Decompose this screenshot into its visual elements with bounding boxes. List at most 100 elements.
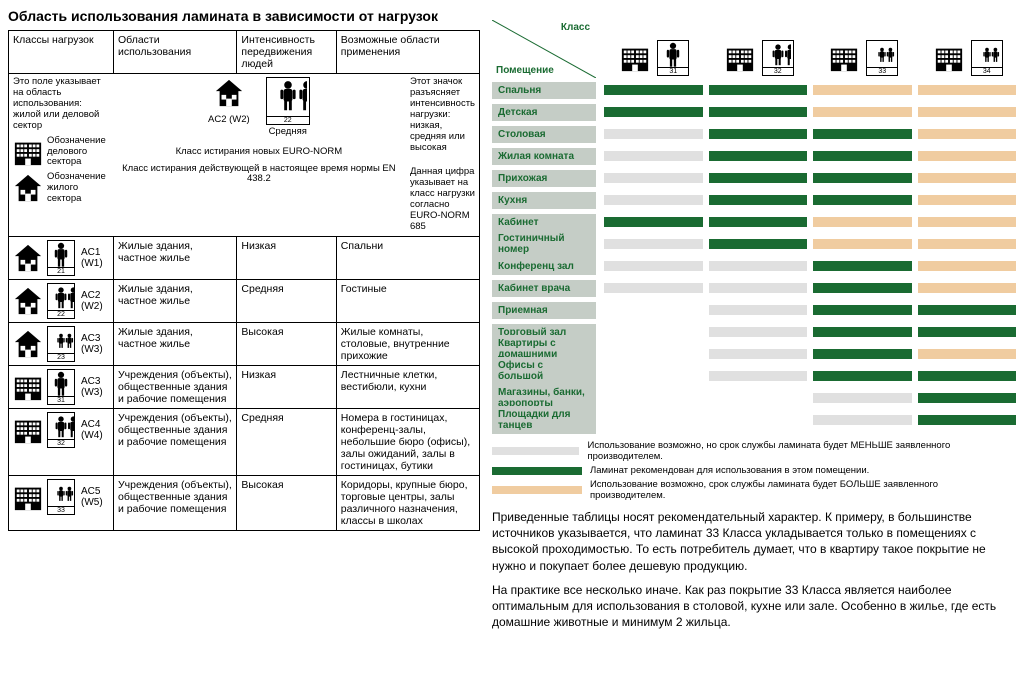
bar-cell bbox=[918, 85, 1017, 95]
intensity-cell: Средняя bbox=[237, 279, 336, 322]
bar-cell bbox=[604, 415, 703, 425]
bar-cell bbox=[813, 349, 912, 359]
biz-icon bbox=[931, 40, 967, 76]
biz-icon bbox=[13, 414, 43, 446]
bar-cell bbox=[813, 261, 912, 271]
intensity-cell: Высокая bbox=[237, 322, 336, 365]
use-cell: Жилые здания, частное жилье bbox=[114, 236, 237, 279]
legend-swatch bbox=[492, 486, 582, 494]
bar-cell bbox=[813, 85, 912, 95]
room-row: Детская bbox=[492, 102, 1016, 122]
room-label: Детская bbox=[492, 104, 596, 121]
class-col: 34 bbox=[918, 40, 1017, 76]
bar-cell bbox=[709, 173, 808, 183]
bar-cell bbox=[813, 327, 912, 337]
bar-cell bbox=[709, 415, 808, 425]
bar-cell bbox=[813, 107, 912, 117]
bar-cell bbox=[709, 349, 808, 359]
bar-cell bbox=[604, 327, 703, 337]
bar-cell bbox=[918, 327, 1017, 337]
intensity-cell: Средняя bbox=[237, 408, 336, 475]
use-cell: Жилые здания, частное жилье bbox=[114, 279, 237, 322]
home-icon bbox=[13, 328, 43, 360]
bar-cell bbox=[709, 393, 808, 403]
bar-cell bbox=[709, 151, 808, 161]
bar-cell bbox=[813, 283, 912, 293]
legend-row: Ламинат рекомендован для использования в… bbox=[492, 465, 1016, 476]
left-panel: Область использования ламината в зависим… bbox=[8, 8, 480, 638]
intensity-icon: 22 bbox=[266, 77, 310, 125]
home-icon bbox=[13, 172, 43, 204]
person-icon: 33 bbox=[47, 479, 75, 515]
note-paragraph: Приведенные таблицы носят рекомендательн… bbox=[492, 509, 1016, 574]
bar-cell bbox=[604, 217, 703, 227]
table-row: 32 AC4 (W4) Учреждения (объекты), общест… bbox=[9, 408, 480, 475]
bar-cell bbox=[813, 195, 912, 205]
explain-top: Это поле указывает на область использова… bbox=[13, 77, 108, 132]
person-icon: 31 bbox=[47, 369, 75, 405]
person-icon: 32 bbox=[47, 412, 75, 448]
biz-icon bbox=[13, 371, 43, 403]
intensity-cell: Низкая bbox=[237, 365, 336, 408]
bar-cell bbox=[604, 371, 703, 381]
bar-cell bbox=[918, 283, 1017, 293]
intensity-cell: Низкая bbox=[237, 236, 336, 279]
room-label: Конференц зал bbox=[492, 258, 596, 275]
room-row: Кухня bbox=[492, 190, 1016, 210]
table-row: 33 AC5 (W5) Учреждения (объекты), общест… bbox=[9, 475, 480, 530]
bar-cell bbox=[813, 151, 912, 161]
bar-cell bbox=[709, 261, 808, 271]
ac-label: AC2 (W2) bbox=[208, 115, 250, 125]
explain-intensity: Этот значок разъясняет интенсивность наг… bbox=[410, 77, 475, 153]
bar-cell bbox=[918, 261, 1017, 271]
room-label: Гостиничный номер bbox=[492, 230, 596, 258]
apply-cell: Коридоры, крупные бюро, торговые центры,… bbox=[336, 475, 479, 530]
legend-row: Использование возможно, срок службы лами… bbox=[492, 479, 1016, 501]
bar-cell bbox=[604, 129, 703, 139]
legend: Использование возможно, но срок службы л… bbox=[492, 440, 1016, 501]
bar-cell bbox=[604, 239, 703, 249]
bar-cell bbox=[604, 305, 703, 315]
bar-cell bbox=[709, 239, 808, 249]
col-header: Классы нагрузок bbox=[9, 31, 114, 74]
explain-biz: Обозначение делового сектора bbox=[47, 136, 108, 169]
bar-cell bbox=[918, 107, 1017, 117]
room-row: Столовая bbox=[492, 124, 1016, 144]
room-row: Жилая комната bbox=[492, 146, 1016, 166]
home-icon-center bbox=[213, 77, 245, 109]
col-header: Возможные области применения bbox=[336, 31, 479, 74]
bar-cell bbox=[918, 305, 1017, 315]
bar-cell bbox=[709, 85, 808, 95]
apply-cell: Спальни bbox=[336, 236, 479, 279]
bar-cell bbox=[709, 129, 808, 139]
bar-cell bbox=[813, 305, 912, 315]
bar-cell bbox=[918, 129, 1017, 139]
biz-icon bbox=[13, 136, 43, 168]
bar-cell bbox=[918, 195, 1017, 205]
bar-cell bbox=[709, 371, 808, 381]
room-row: Приемная bbox=[492, 300, 1016, 320]
bar-cell bbox=[813, 173, 912, 183]
person-icon: 33 bbox=[866, 40, 898, 76]
room-row: Кабинет врача bbox=[492, 278, 1016, 298]
class-label: AC4 (W4) bbox=[81, 419, 109, 441]
room-label: Жилая комната bbox=[492, 148, 596, 165]
legend-swatch bbox=[492, 447, 579, 455]
apply-cell: Лестничные клетки, вестибюли, кухни bbox=[336, 365, 479, 408]
class-label: AC1 (W1) bbox=[81, 247, 109, 269]
bar-cell bbox=[709, 305, 808, 315]
room-row: Офисы с большой проходимостью bbox=[492, 366, 1016, 386]
room-label: Кабинет bbox=[492, 214, 596, 231]
class-col: 33 bbox=[813, 40, 912, 76]
room-row: Площадки для танцев bbox=[492, 410, 1016, 430]
bar-cell bbox=[813, 371, 912, 381]
person-icon: 21 bbox=[47, 240, 75, 276]
bar-cell bbox=[604, 283, 703, 293]
apply-cell: Гостиные bbox=[336, 279, 479, 322]
wear-note: Класс истирания новых EURO-NORM bbox=[176, 147, 343, 157]
bar-cell bbox=[918, 393, 1017, 403]
bar-cell bbox=[918, 349, 1017, 359]
use-cell: Жилые здания, частное жилье bbox=[114, 322, 237, 365]
bar-cell bbox=[604, 85, 703, 95]
bar-cell bbox=[709, 195, 808, 205]
